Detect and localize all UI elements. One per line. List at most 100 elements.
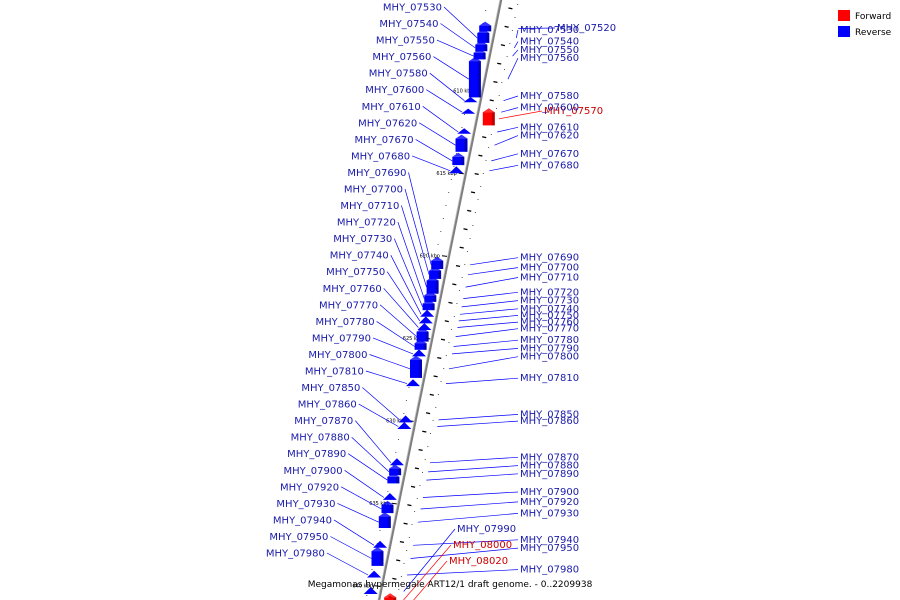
label-leader <box>445 377 519 384</box>
label-leader <box>455 328 519 337</box>
gene-body <box>414 343 427 350</box>
gene-shade <box>393 597 397 600</box>
gene-feature <box>473 48 486 60</box>
label-leader <box>422 491 519 498</box>
label-leader <box>458 315 519 322</box>
gene-label: MHY_08000 <box>453 540 512 551</box>
label-leader <box>470 257 519 266</box>
gene-label: MHY_07540 <box>520 37 579 48</box>
gene-feature <box>452 152 465 166</box>
gene-label: MHY_07680 <box>520 160 579 171</box>
gene-feature <box>389 458 404 466</box>
label-leader <box>419 122 456 146</box>
gene-cap <box>371 547 384 552</box>
gene-label: MHY_07880 <box>520 461 579 472</box>
gene-feature <box>463 97 478 103</box>
kbp-tick-label: 635 kbp <box>369 501 389 507</box>
gene-label: MHY_07920 <box>520 497 579 508</box>
gene-shade <box>387 516 391 528</box>
kbp-tick-label: 630 kbp <box>386 418 406 424</box>
label-leader <box>333 519 375 546</box>
label-leader <box>489 164 519 172</box>
label-leader <box>407 569 519 576</box>
gene-feature <box>382 493 397 500</box>
gene-shade <box>484 44 488 52</box>
gene-feature <box>384 593 397 600</box>
gene-cap <box>381 500 394 505</box>
gene-body <box>387 476 400 484</box>
gene-label: MHY_07720 <box>337 218 396 229</box>
gene-label: MHY_07550 <box>376 36 435 47</box>
gene-feature <box>457 128 472 134</box>
gene-cap <box>384 593 397 598</box>
label-leader <box>326 552 369 576</box>
gene-label: MHY_07940 <box>520 535 579 546</box>
gene-cap <box>482 108 495 113</box>
label-leader <box>376 321 415 347</box>
gene-label: MHY_07810 <box>305 367 364 378</box>
gene-body <box>482 112 495 126</box>
gene-label: MHY_07850 <box>520 409 579 420</box>
kbp-tick-label: 625 kbp <box>403 336 423 342</box>
gene-feature <box>417 323 432 330</box>
gene-label: MHY_08020 <box>449 556 508 567</box>
gene-shade <box>431 303 435 311</box>
label-leader <box>443 6 478 39</box>
gene-label: MHY_07580 <box>520 91 579 102</box>
label-leader <box>512 49 519 57</box>
label-leader <box>386 271 421 322</box>
gene-label: MHY_07610 <box>362 102 421 113</box>
kbp-tick <box>374 585 380 587</box>
label-leader <box>355 420 392 464</box>
gene-shade <box>438 270 442 279</box>
gene-label: MHY_07720 <box>520 287 579 298</box>
label-leader <box>393 238 423 308</box>
kbp-tick <box>391 502 397 505</box>
label-leader <box>503 95 519 102</box>
gene-feature <box>424 291 437 302</box>
label-leader <box>413 560 448 600</box>
label-leader <box>420 501 519 510</box>
label-leader <box>498 110 543 120</box>
gene-body <box>431 260 444 269</box>
gene-label: MHY_07700 <box>520 263 579 274</box>
label-leader <box>491 153 519 162</box>
label-leader <box>461 300 519 308</box>
gene-arrow <box>367 570 382 578</box>
minor-ticks <box>388 7 513 599</box>
gene-label: MHY_07610 <box>520 122 579 133</box>
label-leader <box>404 188 430 275</box>
gene-feature <box>412 349 426 357</box>
label-leader <box>383 288 419 328</box>
label-leader <box>437 420 519 427</box>
gene-label: MHY_07930 <box>520 508 579 519</box>
gene-cap <box>389 464 402 469</box>
gene-label: MHY_07690 <box>520 253 579 264</box>
gene-body <box>416 331 429 342</box>
gene-label: MHY_07780 <box>316 317 375 328</box>
gene-label: MHY_07860 <box>298 400 357 411</box>
gene-cap <box>473 48 486 53</box>
gene-label: MHY_07950 <box>269 532 328 543</box>
label-leader <box>403 528 456 592</box>
gene-label: MHY_07990 <box>457 524 516 535</box>
gene-label: MHY_07730 <box>333 234 392 245</box>
gene-feature <box>410 355 422 378</box>
gene-body <box>479 25 492 32</box>
gene-shade <box>488 25 492 32</box>
gene-feature <box>449 166 464 174</box>
gene-label: MHY_07810 <box>520 373 579 384</box>
gene-arrow <box>417 323 432 330</box>
gene-body <box>371 551 384 566</box>
label-leader <box>337 503 379 523</box>
gene-cap <box>468 57 481 62</box>
gene-label: MHY_07670 <box>355 135 414 146</box>
gene-arrow <box>463 97 478 103</box>
legend: Forward Reverse <box>838 10 892 38</box>
gene-shade <box>425 331 429 342</box>
gene-label: MHY_07770 <box>319 300 378 311</box>
gene-body <box>384 597 397 600</box>
gene-label: MHY_07600 <box>520 103 579 114</box>
label-leader <box>436 39 474 57</box>
kbp-tick <box>441 255 448 257</box>
